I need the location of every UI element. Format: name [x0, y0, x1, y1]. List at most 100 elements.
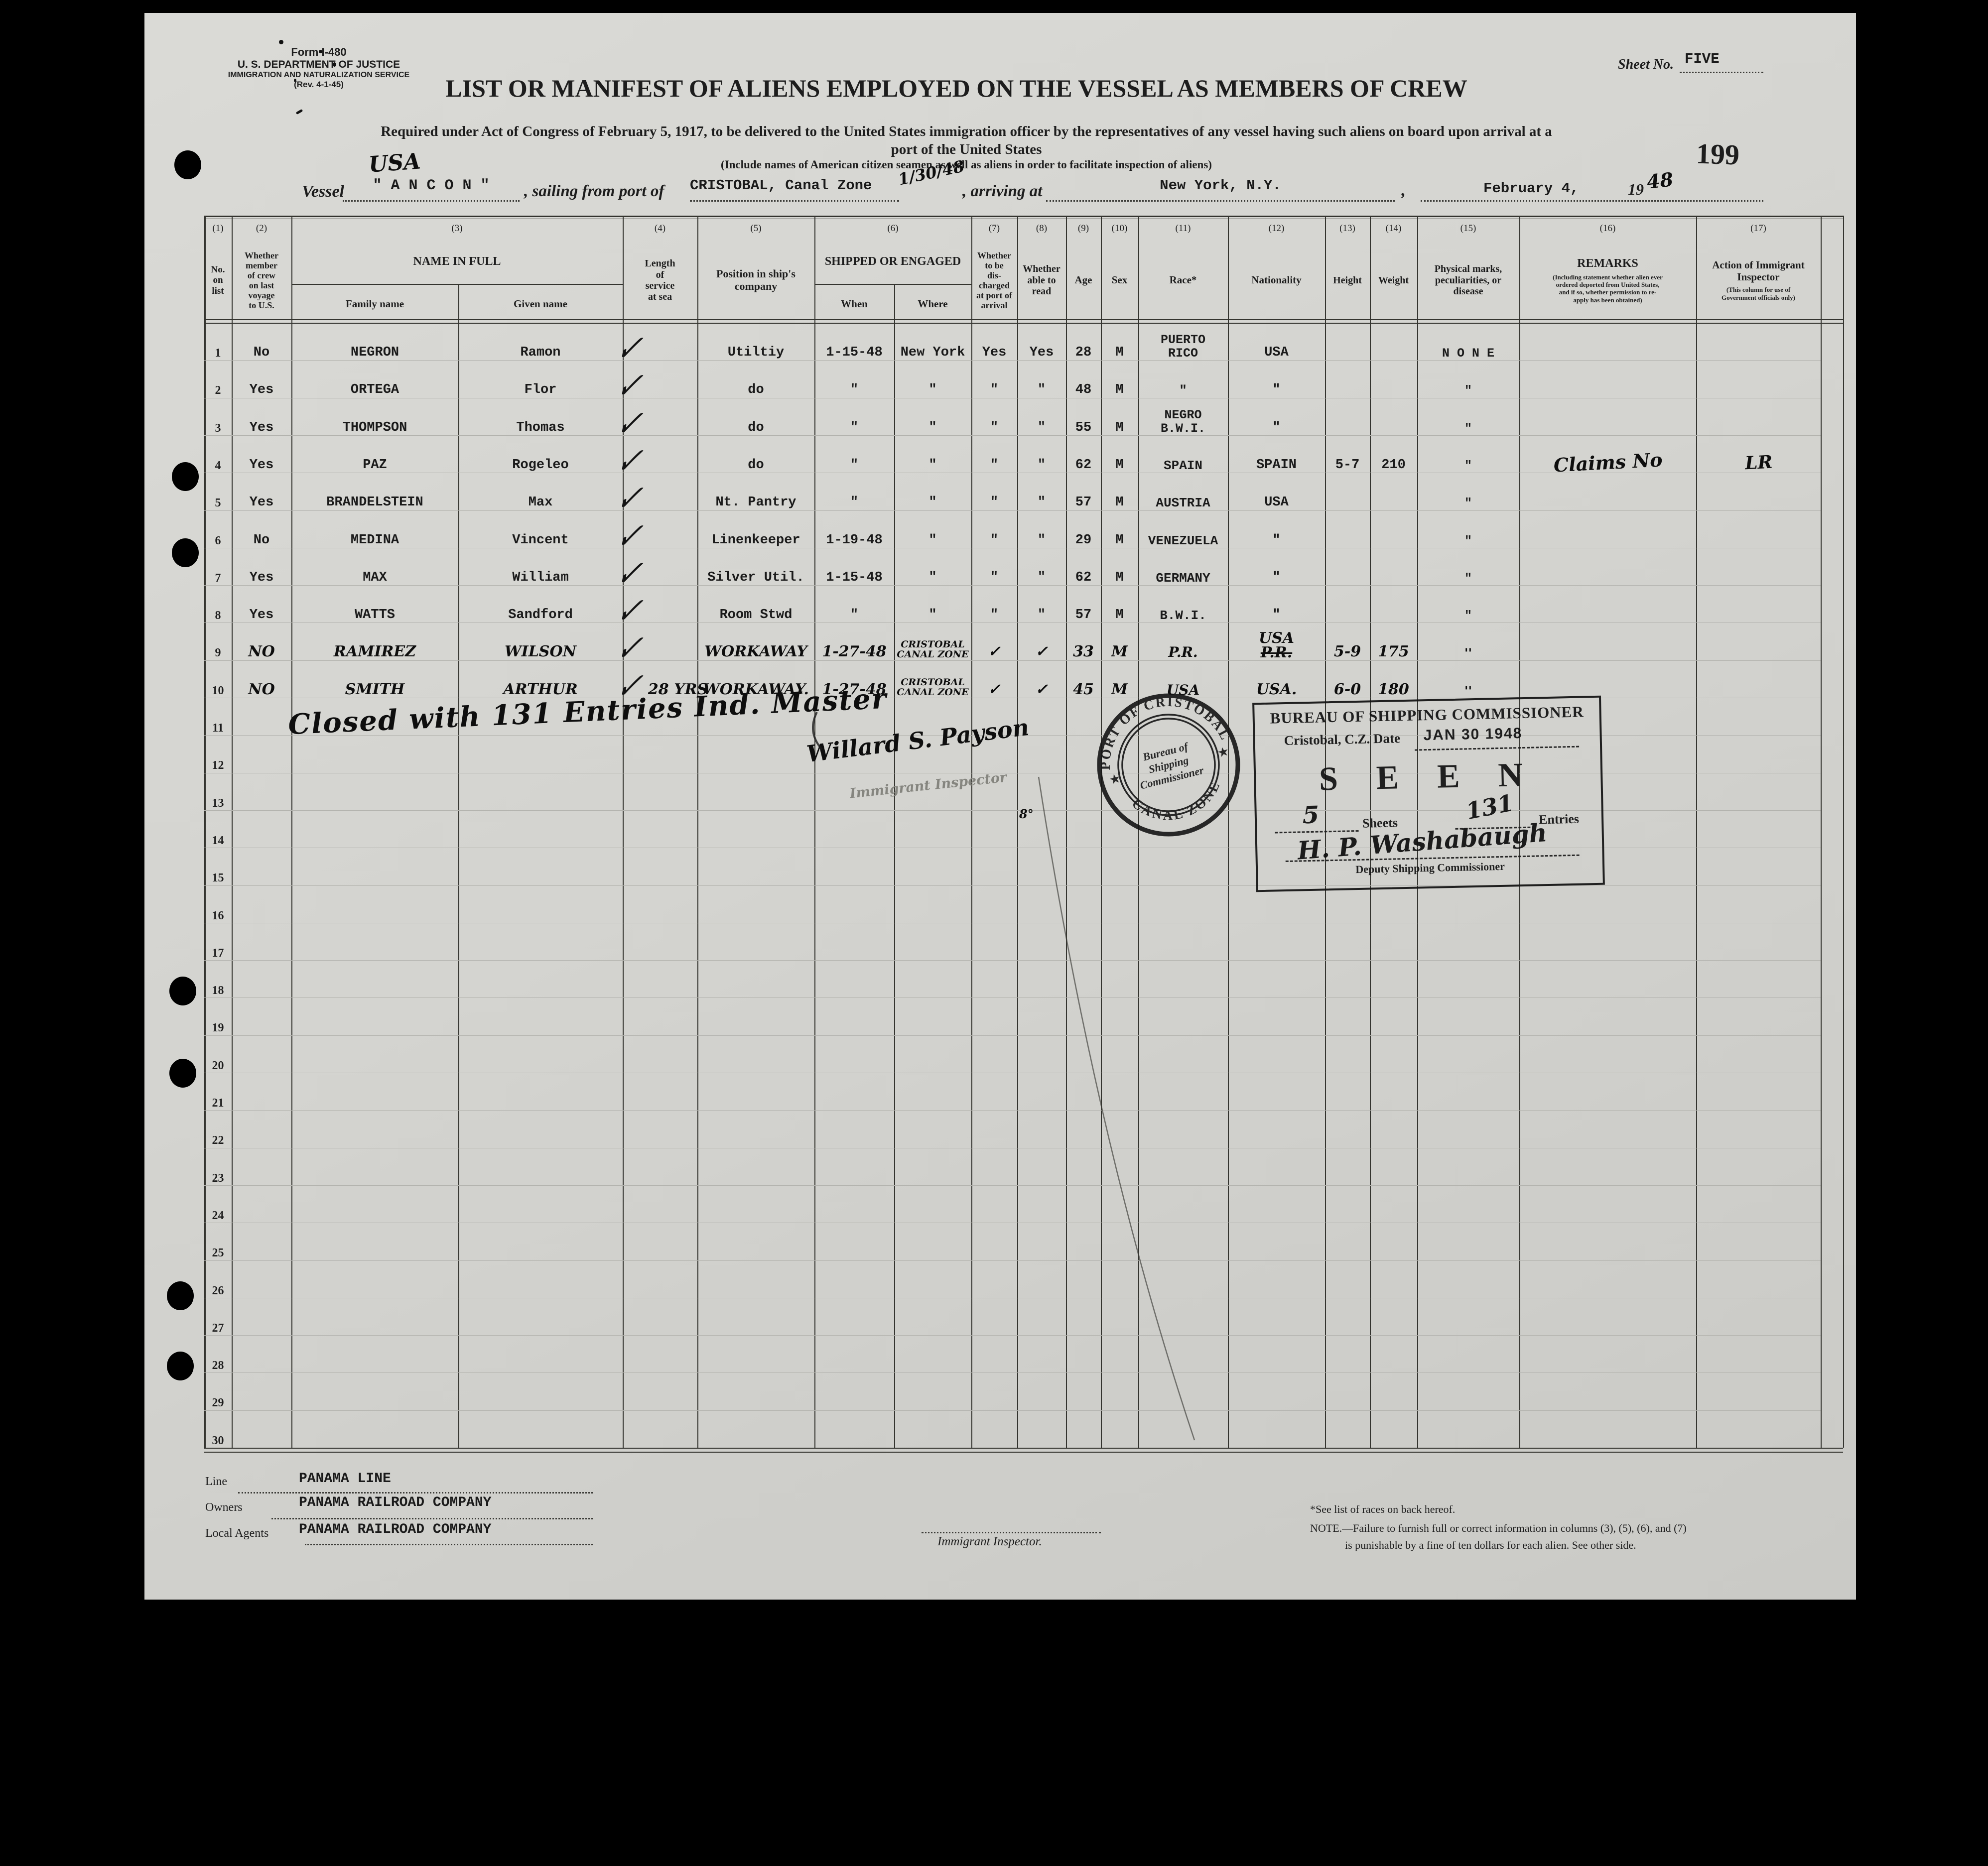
row-number: 15 [212, 871, 224, 885]
table-border-hline [204, 216, 1843, 217]
row-number: 8 [215, 609, 221, 622]
cell-discharged: ″ [990, 532, 999, 548]
col-number: (9) [1077, 223, 1089, 234]
cell-sex: M [1115, 532, 1124, 548]
cell-where: ″ [928, 570, 937, 585]
col-header: Weight [1370, 238, 1417, 323]
cell-nationality: USA [1264, 345, 1289, 360]
year-handwritten: 48 [1645, 168, 1675, 193]
cell-given: Vincent [512, 532, 569, 548]
cell-read: ″ [1037, 382, 1046, 397]
nationality-corrected: USA [1258, 629, 1295, 647]
row-number: 9 [215, 646, 221, 660]
cell-given: ARTHUR [503, 680, 578, 698]
cell-marks: ″ [1464, 571, 1472, 586]
cell-position: Room Stwd [719, 607, 793, 622]
cell-family: NEGRON [350, 345, 399, 360]
row-number: 22 [212, 1134, 224, 1147]
cell-discharged: ″ [990, 607, 999, 622]
col-header-label: Age [1074, 274, 1092, 286]
table-row-rule [204, 1185, 1821, 1186]
cell-where: ″ [928, 607, 937, 622]
col-number: (15) [1460, 223, 1476, 234]
cell-when: ″ [850, 495, 859, 510]
cell-discharged: ✓ [988, 642, 1001, 660]
row-number: 18 [212, 984, 224, 997]
col-header: Nationality [1228, 238, 1325, 323]
cell-nationality: USA. [1256, 680, 1297, 698]
cell-age: 57 [1075, 495, 1092, 510]
table-grid-vline [814, 216, 815, 1448]
table-grid-vline [697, 216, 698, 1448]
col-header-label: REMARKS [1577, 256, 1638, 270]
cell-member: NO [248, 680, 275, 698]
row-number: 11 [212, 722, 224, 735]
cell-family: BRANDELSTEIN [326, 495, 423, 510]
cell-when: 1-27-48 [822, 680, 887, 698]
table-grid-vline [1417, 216, 1418, 1448]
cell-discharged: ″ [990, 382, 999, 397]
row-number: 30 [212, 1434, 224, 1448]
stray-ink-mark: 8° [1019, 807, 1034, 821]
sheet-no-line [1680, 58, 1763, 73]
cell-weight: 180 [1378, 680, 1409, 698]
footer-note-line1: NOTE.—Failure to furnish full or correct… [1310, 1522, 1687, 1534]
cell-position: Nt. Pantry [715, 495, 796, 510]
cell-service: 28 YRS [648, 680, 708, 698]
col-header: Position in ship's company [697, 238, 814, 323]
table-row-rule [204, 1110, 1821, 1111]
row-number: 28 [212, 1359, 224, 1372]
cell-marks: ″ [1464, 609, 1472, 623]
cell-position: WORKAWAY. [703, 680, 809, 698]
cell-member: Yes [249, 495, 274, 510]
cell-position: WORKAWAY [704, 642, 807, 660]
cell-age: 45 [1073, 680, 1094, 698]
col-header-label: Height [1333, 274, 1362, 286]
cell-nationality: ″ [1272, 607, 1281, 622]
col-header-label: Length of service at sea [645, 258, 675, 303]
cell-age: 33 [1073, 642, 1094, 660]
col-header-label: Position in ship's company [716, 267, 795, 292]
cell-family: WATTS [354, 607, 395, 622]
sailing-port: CRISTOBAL, Canal Zone [690, 177, 872, 194]
cell-member: Yes [249, 570, 274, 585]
table-row-rule [204, 1335, 1821, 1336]
cell-position: Silver Util. [707, 570, 804, 585]
cell-read: ″ [1037, 532, 1046, 548]
col-header: Sex [1101, 238, 1138, 323]
table-grid-vline [623, 216, 624, 1448]
table-grid-vline [1821, 216, 1822, 1448]
hole-punch [172, 538, 199, 567]
cell-where: New York [900, 345, 965, 360]
table-grid-vline [1370, 216, 1371, 1448]
col-header-label: Weight [1378, 274, 1409, 286]
table-row-rule [204, 1410, 1821, 1411]
include-note: (Include names of American citizen seame… [721, 158, 1212, 171]
row-number: 5 [215, 497, 221, 510]
table-row-rule [204, 735, 1821, 736]
cell-action: LR [1744, 451, 1773, 474]
row-number: 16 [212, 909, 224, 923]
table-grid-vline [1843, 216, 1844, 1448]
cell-discharged: ″ [990, 420, 999, 435]
footer-note-line2: is punishable by a fine of ten dollars f… [1345, 1539, 1636, 1551]
cell-where: ″ [928, 495, 937, 510]
form-id-block: Form I-480 U. S. DEPARTMENT OF JUSTICE I… [209, 46, 428, 90]
col-header-note: (This column for use of Government offic… [1721, 286, 1796, 301]
cell-read: ″ [1037, 495, 1046, 510]
cell-discharged: ″ [990, 570, 999, 585]
sheet-no-label: Sheet No. [1618, 57, 1674, 72]
form-department: U. S. DEPARTMENT OF JUSTICE [237, 59, 400, 70]
col-number: (2) [256, 223, 267, 234]
cell-given: William [512, 570, 569, 585]
cell-race: SPAIN [1163, 458, 1202, 473]
cell-member: NO [248, 642, 275, 660]
cell-marks: '' [1464, 684, 1472, 698]
col-header-label: Whether to be dis- charged at port of ar… [976, 250, 1012, 311]
footer-owners-value: PANAMA RAILROAD COMPANY [299, 1495, 492, 1510]
col-number: (6) [887, 223, 899, 234]
cell-family: MEDINA [350, 532, 399, 548]
cell-sex: M [1115, 607, 1124, 622]
table-row-rule [204, 585, 1821, 586]
cell-marks: '' [1464, 646, 1472, 660]
